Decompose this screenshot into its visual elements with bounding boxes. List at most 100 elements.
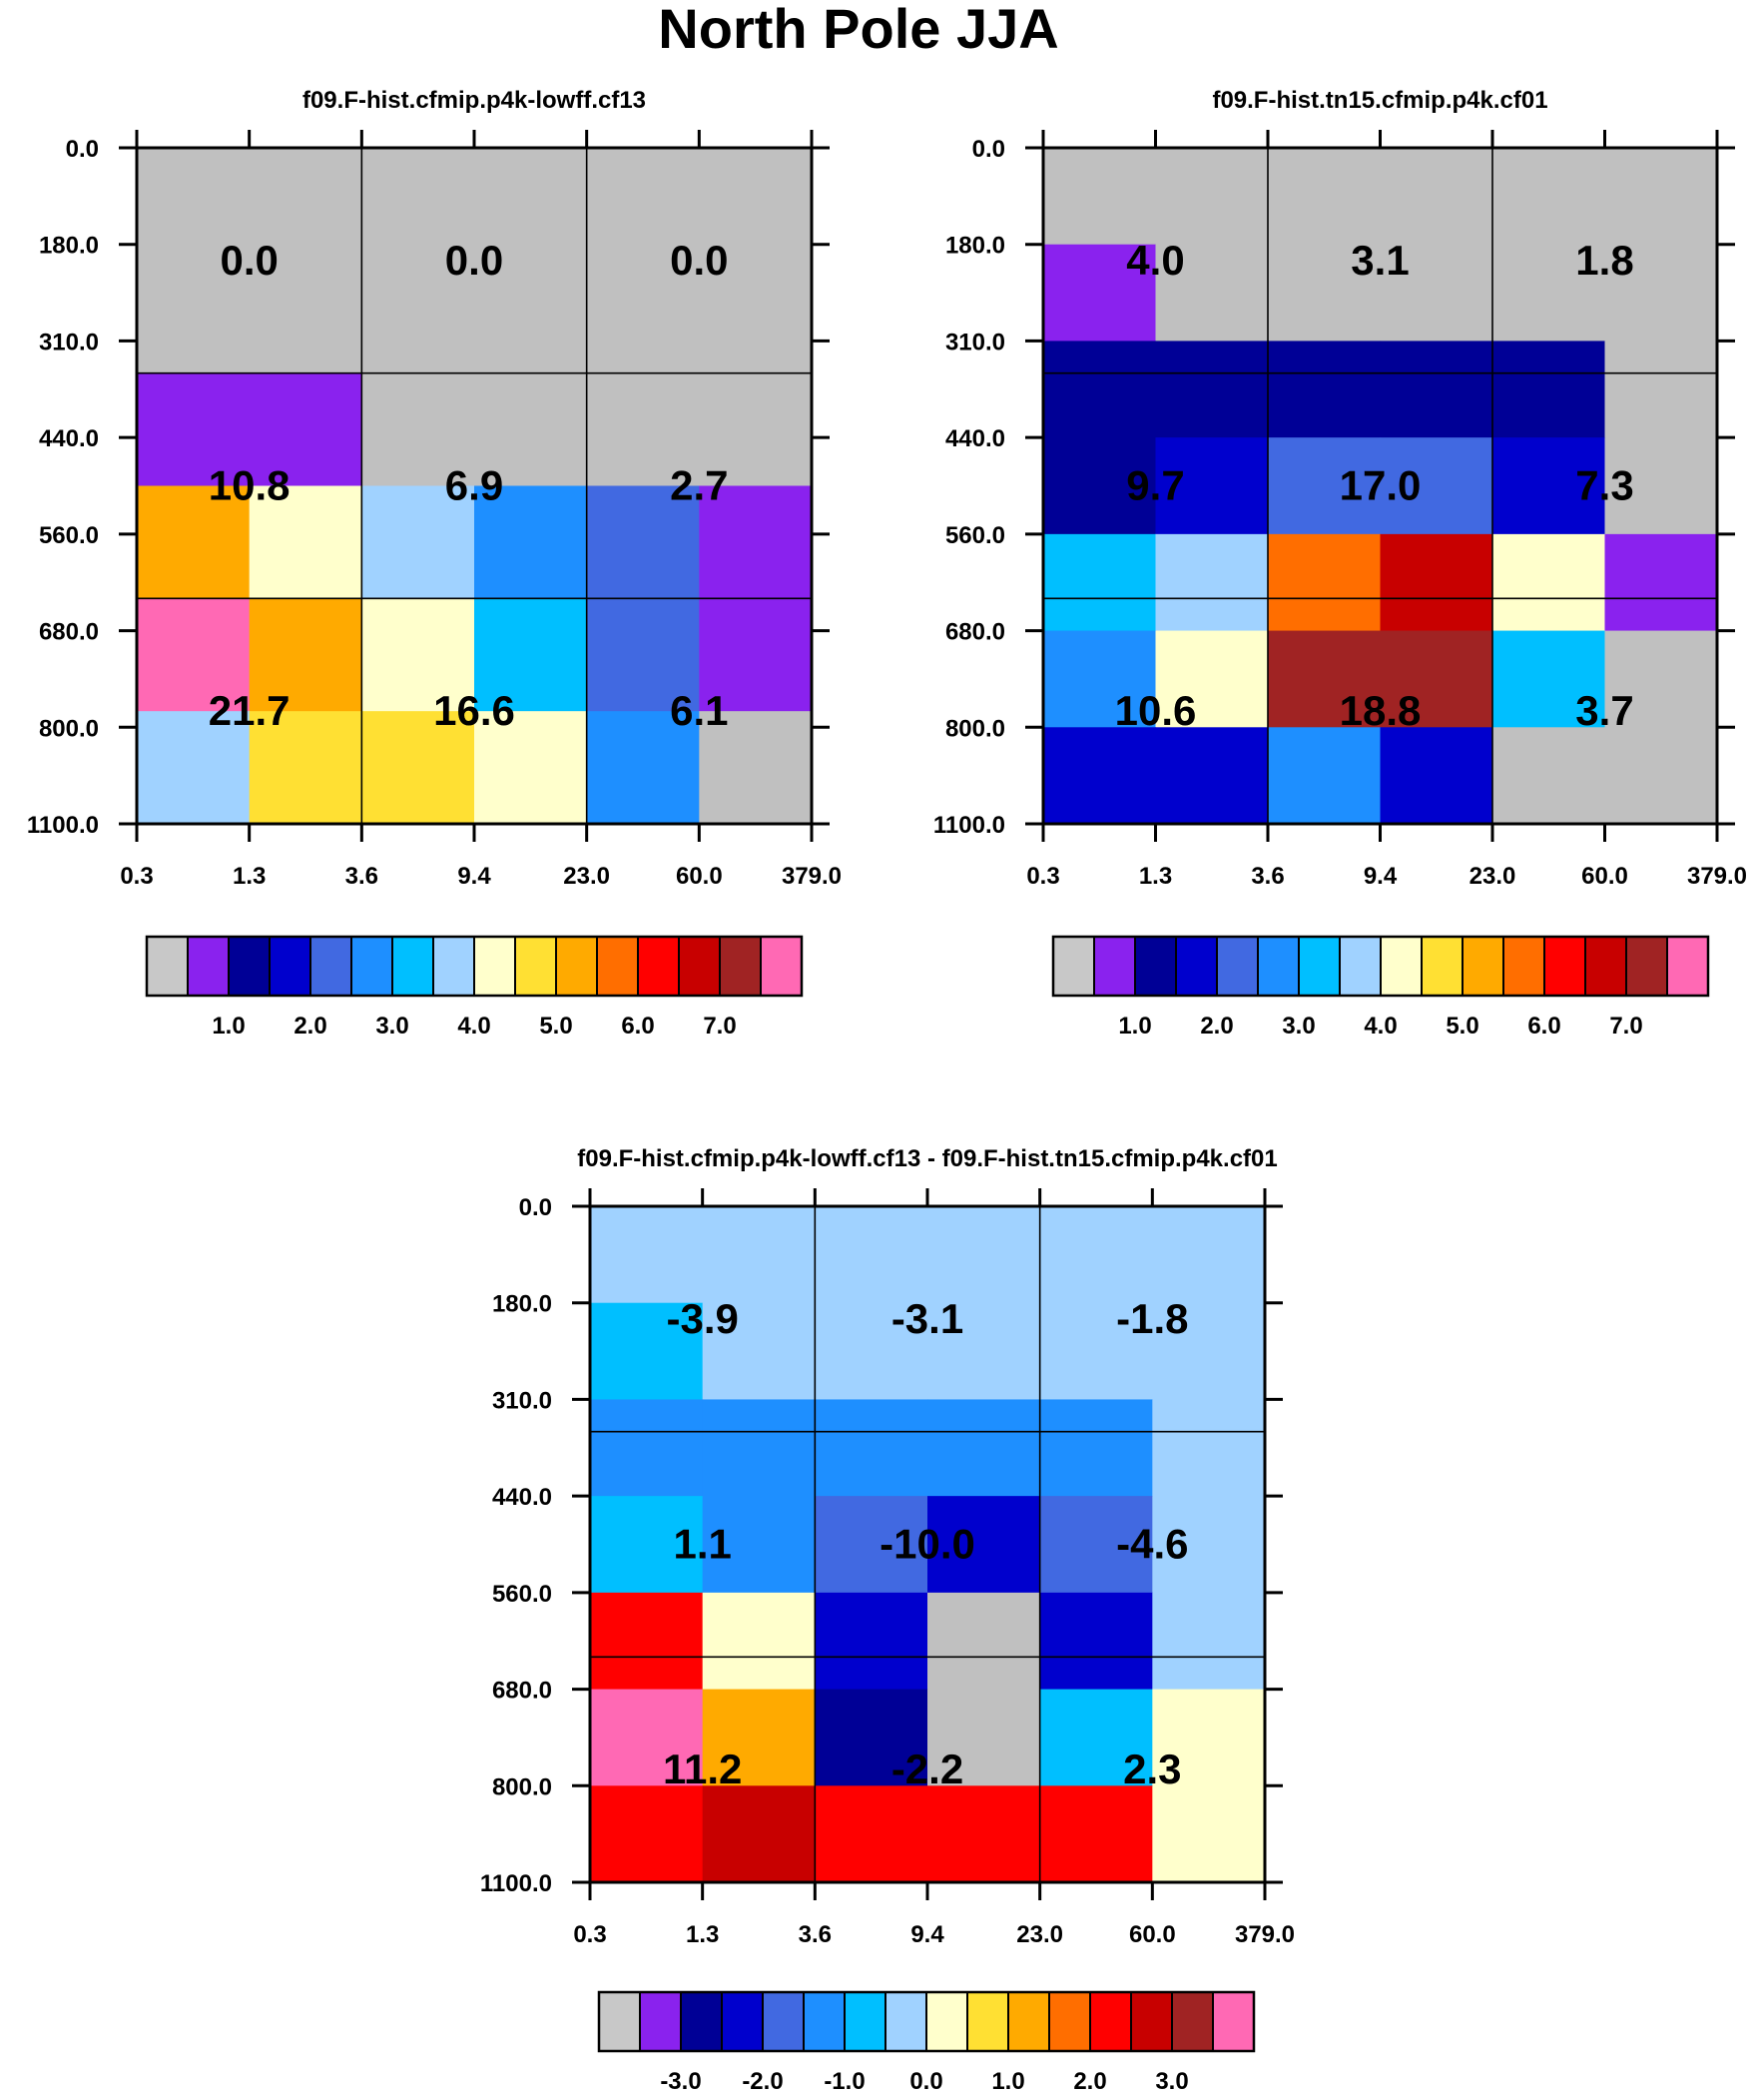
- colorbar-swatch: [1130, 1991, 1173, 2052]
- heatmap-cell: [927, 1399, 1041, 1497]
- heatmap-cell: [1604, 727, 1718, 825]
- heatmap-cell: [815, 1689, 928, 1786]
- heatmap-cell: [590, 1592, 704, 1691]
- heatmap-cell: [1043, 148, 1157, 246]
- colorbar-swatch: [884, 1991, 927, 2052]
- heatmap-cell: [137, 148, 251, 262]
- heatmap-cell: [702, 1496, 816, 1594]
- colorbar-swatch: [1462, 936, 1504, 997]
- x-tick-label: 1.3: [233, 863, 266, 890]
- colorbar-swatch: [146, 936, 189, 997]
- y-tick-label: 680.0: [39, 619, 99, 646]
- box-value-label: 1.8: [1575, 237, 1633, 284]
- heatmap-cell: [1039, 1785, 1153, 1883]
- box-value-label: 21.7: [209, 687, 291, 734]
- y-tick-label: 440.0: [39, 425, 99, 452]
- colorbar-label: 2.0: [1073, 2068, 1106, 2095]
- y-tick-label: 180.0: [492, 1291, 552, 1318]
- colorbar-frame: [597, 1990, 1256, 2053]
- colorbar-frame: [145, 935, 804, 998]
- colorbar-swatch: [228, 936, 271, 997]
- colorbar-label: 4.0: [1364, 1013, 1397, 1040]
- colorbar-swatch: [925, 1991, 968, 2052]
- heatmap-cell: [815, 1302, 928, 1401]
- heatmap-cell: [474, 372, 588, 487]
- colorbar-label: 3.0: [1155, 2068, 1188, 2095]
- colorbar-swatch: [1052, 936, 1095, 997]
- colorbar-swatch: [473, 936, 516, 997]
- heatmap-cell: [927, 1785, 1041, 1883]
- colorbar-swatch: [1298, 936, 1341, 997]
- heatmap-cell: [1604, 437, 1718, 535]
- heatmap-cell: [137, 598, 251, 712]
- heatmap-cell: [927, 1592, 1041, 1691]
- heatmap-cell: [590, 1496, 704, 1594]
- colorbar-label: 5.0: [1446, 1013, 1478, 1040]
- heatmap-cell: [815, 1785, 928, 1883]
- box-value-label: -3.9: [666, 1295, 738, 1342]
- colorbar-swatch: [680, 1991, 723, 2052]
- colorbar-label: 5.0: [539, 1013, 572, 1040]
- heatmap-cell: [1268, 148, 1382, 246]
- y-tick-label: 440.0: [945, 425, 1005, 452]
- heatmap-cell: [474, 148, 588, 262]
- heatmap-cell: [1604, 148, 1718, 246]
- colorbar-label: 3.0: [375, 1013, 408, 1040]
- colorbar-swatch: [269, 936, 311, 997]
- y-tick-label: 680.0: [492, 1678, 552, 1705]
- box-value-label: 6.1: [670, 687, 728, 734]
- colorbar-swatch: [1089, 1991, 1132, 2052]
- colorbar-swatch: [514, 936, 557, 997]
- heatmap-cell: [699, 148, 813, 262]
- heatmap-cell: [1039, 1302, 1153, 1401]
- heatmap-cell: [1492, 341, 1606, 438]
- heatmap-cell: [1268, 533, 1382, 632]
- colorbar-swatch: [639, 1991, 682, 2052]
- colorbar-label: 0.0: [909, 2068, 942, 2095]
- x-tick-label: 0.3: [120, 863, 153, 890]
- panel-2: f09.F-hist.tn15.cfmip.p4k.cf01 0.0 180.0 31…: [933, 87, 1747, 1040]
- box-value-label: 6.9: [445, 462, 503, 509]
- colorbar-swatch: [596, 936, 639, 997]
- heatmap-cell: [1043, 341, 1157, 438]
- heatmap-cell: [815, 1592, 928, 1691]
- heatmap-cell: [1039, 1496, 1153, 1594]
- heatmap-cell: [1152, 1785, 1266, 1883]
- y-tick-label: 1100.0: [480, 1870, 552, 1897]
- panel-title: f09.F-hist.tn15.cfmip.p4k.cf01: [1212, 87, 1547, 114]
- heatmap-cell: [249, 485, 362, 599]
- heatmap-cell: [361, 148, 475, 262]
- heatmap-cell: [815, 1496, 928, 1594]
- colorbar-label: 2.0: [293, 1013, 326, 1040]
- y-tick-label: 1100.0: [27, 812, 99, 839]
- box-value-label: -10.0: [880, 1521, 975, 1568]
- colorbar-swatch: [1257, 936, 1300, 997]
- colorbar-swatch: [1625, 936, 1668, 997]
- heatmap-cell: [1492, 148, 1606, 246]
- heatmap-cell: [361, 485, 475, 599]
- colorbar-swatch: [1175, 936, 1218, 997]
- colorbar-swatch: [1421, 936, 1464, 997]
- heatmap-cell: [1043, 437, 1157, 535]
- heatmap-cell: [927, 1302, 1041, 1401]
- x-tick-label: 60.0: [1581, 863, 1628, 890]
- heatmap-cell: [1380, 630, 1493, 728]
- box-value-label: 2.3: [1123, 1746, 1181, 1792]
- heatmap-cell: [702, 1592, 816, 1691]
- box-value-label: 11.2: [663, 1746, 742, 1792]
- x-tick-label: 1.3: [1139, 863, 1172, 890]
- box-value-label: -1.8: [1116, 1295, 1188, 1342]
- heatmap-cell: [1155, 148, 1269, 246]
- box-value-label: 3.7: [1575, 687, 1633, 734]
- heatmap-cell: [1155, 727, 1269, 825]
- heatmap-cell: [586, 372, 700, 487]
- heatmap-cell: [815, 1206, 928, 1304]
- heatmap-cell: [1380, 244, 1493, 343]
- figure-title: North Pole JJA: [658, 0, 1058, 60]
- colorbar-swatch: [678, 936, 721, 997]
- heatmap-cell: [702, 1785, 816, 1883]
- y-tick-label: 310.0: [945, 329, 1005, 355]
- heatmap-cell: [1268, 244, 1382, 343]
- colorbar-swatch: [1171, 1991, 1214, 2052]
